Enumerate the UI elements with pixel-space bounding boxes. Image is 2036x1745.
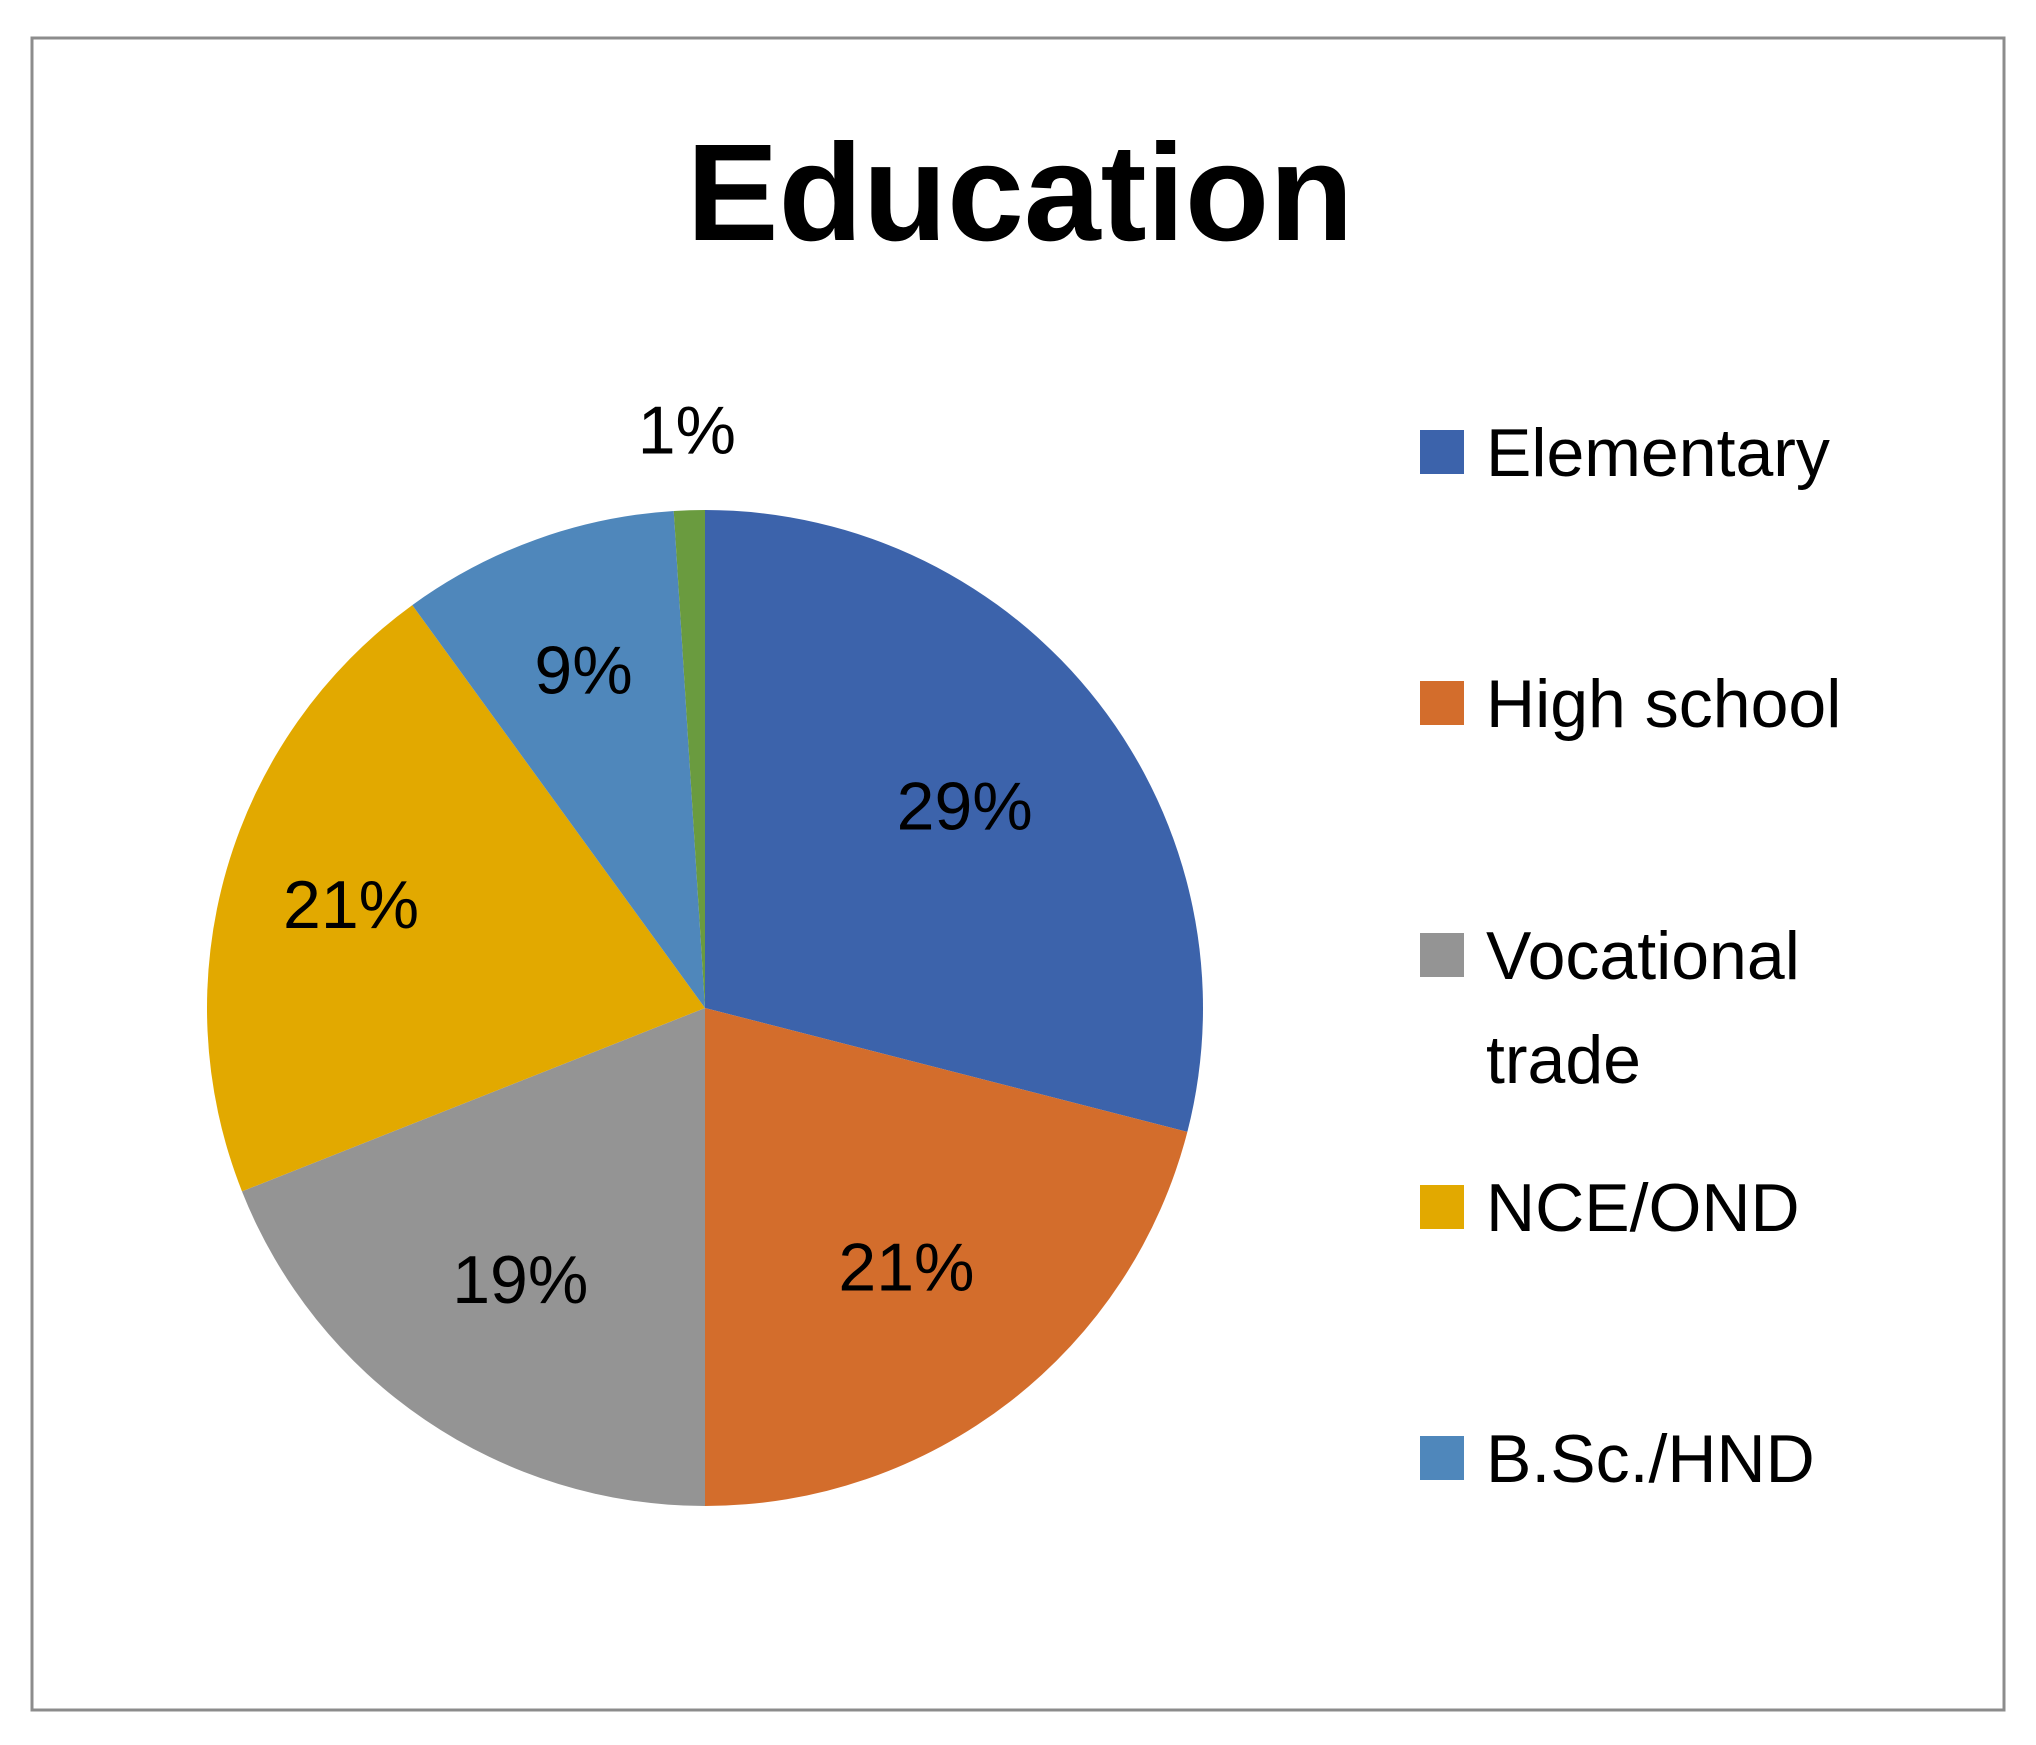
pie-slice-vocational-trade [241, 1008, 705, 1506]
legend-swatch [1420, 933, 1464, 977]
chart-title: Education [686, 116, 1353, 270]
pie-slice-unlabeled [673, 510, 705, 1008]
legend-swatch [1420, 430, 1464, 474]
legend-label: Vocational trade [1486, 918, 1800, 1098]
legend-label: Elementary [1486, 415, 1830, 491]
data-label: 9% [534, 633, 632, 709]
legend-swatch [1420, 681, 1464, 725]
legend-swatch [1420, 1436, 1464, 1480]
pie-slice-b-sc-hnd [412, 510, 705, 1008]
legend-label: High school [1486, 666, 1841, 742]
data-label: 1% [638, 393, 736, 469]
pie-slice-elementary [705, 510, 1203, 1132]
data-label: 29% [897, 769, 1033, 845]
legend-label: B.Sc./HND [1486, 1421, 1815, 1497]
data-label: 19% [452, 1242, 588, 1318]
data-label: 21% [283, 867, 419, 943]
legend-swatch [1420, 1185, 1464, 1229]
pie-slice-high-school [705, 1008, 1188, 1506]
pie-slices [207, 510, 1203, 1506]
legend: Elementary High school Vocational trade NCE/… [1420, 415, 1841, 1497]
legend-label: NCE/OND [1486, 1170, 1800, 1246]
pie-slice-nce-ond [207, 605, 706, 1192]
pie-data-labels: 29% 21% 19% 21% 9% 1% [283, 393, 1033, 1318]
data-label: 21% [838, 1230, 974, 1306]
